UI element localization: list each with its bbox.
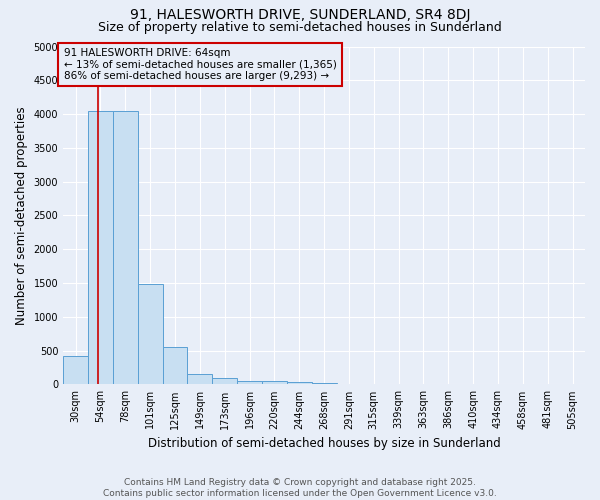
- Bar: [287, 382, 311, 384]
- Bar: [187, 374, 212, 384]
- Text: 91, HALESWORTH DRIVE, SUNDERLAND, SR4 8DJ: 91, HALESWORTH DRIVE, SUNDERLAND, SR4 8D…: [130, 8, 470, 22]
- Bar: [88, 110, 113, 384]
- Y-axis label: Number of semi-detached properties: Number of semi-detached properties: [15, 106, 28, 325]
- Text: Size of property relative to semi-detached houses in Sunderland: Size of property relative to semi-detach…: [98, 21, 502, 34]
- Bar: [63, 356, 88, 384]
- Bar: [212, 378, 237, 384]
- Bar: [138, 284, 163, 384]
- Text: Contains HM Land Registry data © Crown copyright and database right 2025.
Contai: Contains HM Land Registry data © Crown c…: [103, 478, 497, 498]
- X-axis label: Distribution of semi-detached houses by size in Sunderland: Distribution of semi-detached houses by …: [148, 437, 500, 450]
- Bar: [262, 381, 287, 384]
- Bar: [163, 348, 187, 385]
- Text: 91 HALESWORTH DRIVE: 64sqm
← 13% of semi-detached houses are smaller (1,365)
86%: 91 HALESWORTH DRIVE: 64sqm ← 13% of semi…: [64, 48, 337, 81]
- Bar: [237, 380, 262, 384]
- Bar: [311, 382, 337, 384]
- Bar: [113, 110, 138, 384]
